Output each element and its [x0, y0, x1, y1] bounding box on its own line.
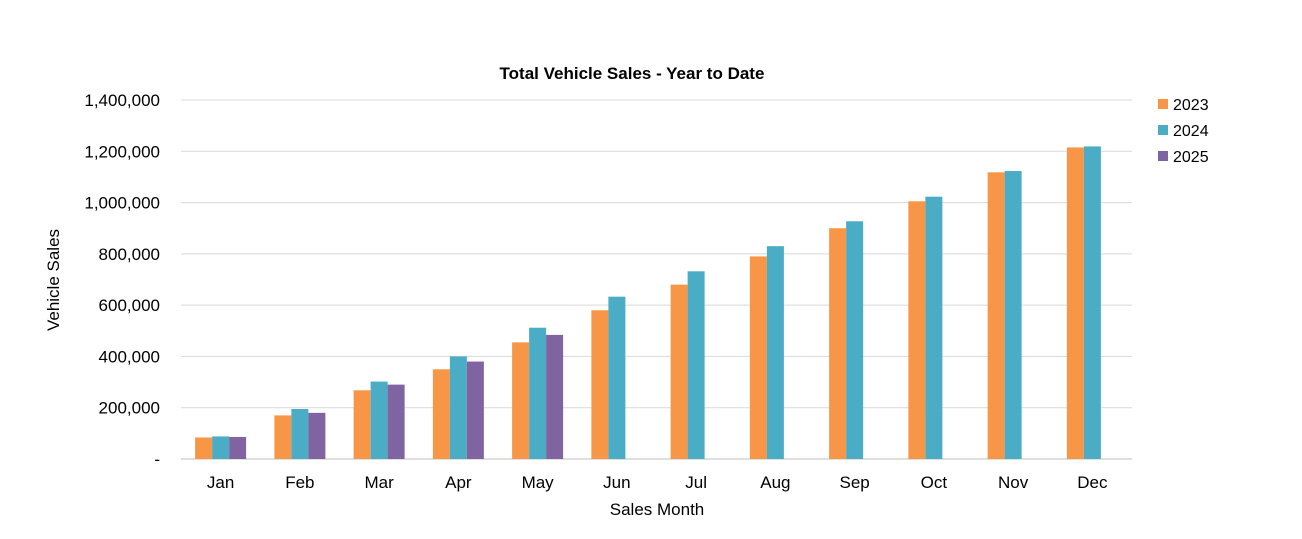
- y-tick-label: -: [154, 450, 160, 469]
- x-tick-label: Sep: [840, 473, 870, 492]
- y-axis-ticks: - 200,000 400,000 600,000 800,000 1,000,000 1,…: [84, 91, 160, 469]
- x-tick-label: Jan: [207, 473, 234, 492]
- x-tick-label: Dec: [1077, 473, 1108, 492]
- y-tick-label: 200,000: [99, 399, 160, 418]
- bar-2024-sep: [846, 221, 864, 459]
- x-tick-label: Apr: [445, 473, 472, 492]
- bar-2025-apr: [466, 361, 484, 459]
- legend-swatch-2025: [1158, 151, 1168, 161]
- bar-2023-feb: [274, 415, 292, 459]
- bars: [195, 146, 1101, 460]
- bar-2025-feb: [308, 412, 326, 459]
- bar-2025-may: [546, 334, 564, 459]
- bar-2023-oct: [908, 201, 926, 459]
- x-tick-label: Jun: [603, 473, 630, 492]
- bar-2023-nov: [987, 172, 1005, 459]
- y-tick-label: 600,000: [99, 296, 160, 315]
- x-axis-label: Sales Month: [610, 500, 705, 519]
- bar-2023-mar: [353, 390, 371, 459]
- x-tick-label: Nov: [998, 473, 1029, 492]
- x-tick-label: Oct: [921, 473, 948, 492]
- bar-2024-apr: [449, 356, 467, 459]
- x-tick-label: Feb: [285, 473, 314, 492]
- x-axis-ticks: Jan Feb Mar Apr May Jun Jul Aug Sep Oct Nov Dec: [207, 473, 1108, 492]
- bar-2024-jul: [687, 271, 705, 459]
- legend-label-2023: 2023: [1173, 97, 1209, 114]
- legend-label-2025: 2025: [1173, 149, 1209, 166]
- legend-label-2024: 2024: [1173, 123, 1209, 140]
- y-tick-label: 400,000: [99, 347, 160, 366]
- y-tick-label: 1,400,000: [84, 91, 160, 110]
- legend: 2023 2024 2025: [1158, 97, 1209, 166]
- chart-title: Total Vehicle Sales - Year to Date: [500, 64, 765, 83]
- bar-2023-jun: [591, 310, 609, 459]
- x-tick-label: May: [522, 473, 555, 492]
- bar-2023-jul: [670, 284, 688, 459]
- bar-2024-nov: [1004, 171, 1022, 460]
- bar-2023-apr: [432, 369, 450, 459]
- y-axis-label: Vehicle Sales: [44, 229, 63, 331]
- legend-swatch-2024: [1158, 125, 1168, 135]
- bar-2023-sep: [829, 228, 847, 459]
- bar-2024-dec: [1083, 146, 1101, 459]
- bar-2024-jan: [212, 436, 230, 459]
- bar-2023-jan: [195, 437, 213, 459]
- y-tick-label: 800,000: [99, 245, 160, 264]
- bar-2025-jan: [229, 436, 247, 459]
- y-tick-label: 1,200,000: [84, 142, 160, 161]
- bar-2024-mar: [370, 381, 388, 459]
- bar-2024-feb: [291, 408, 309, 459]
- legend-swatch-2023: [1158, 99, 1168, 109]
- bar-2024-jun: [608, 296, 626, 459]
- bar-2024-may: [529, 327, 547, 459]
- bar-2025-mar: [387, 384, 405, 459]
- bar-2024-aug: [766, 246, 784, 459]
- x-tick-label: Jul: [685, 473, 707, 492]
- bar-2023-may: [512, 342, 530, 459]
- x-tick-label: Aug: [760, 473, 790, 492]
- bar-2023-aug: [749, 256, 767, 459]
- x-tick-label: Mar: [364, 473, 394, 492]
- y-tick-label: 1,000,000: [84, 194, 160, 213]
- bar-2023-dec: [1066, 147, 1084, 460]
- gridlines: [181, 99, 1132, 460]
- bar-2024-oct: [925, 196, 943, 459]
